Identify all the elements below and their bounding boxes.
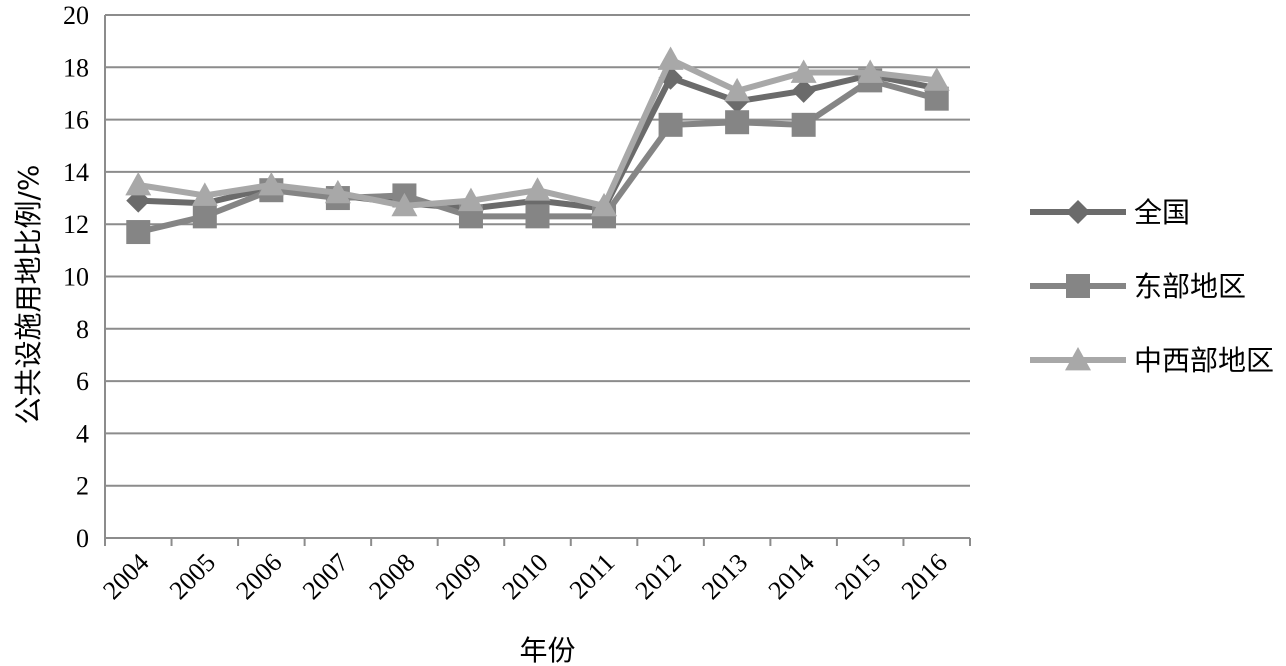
data-point: [591, 192, 618, 217]
x-tick-label: 2010: [496, 548, 553, 605]
x-tick-label: 2014: [763, 548, 820, 605]
x-tick-label: 2011: [564, 548, 621, 605]
data-point: [923, 67, 950, 91]
x-tick-label: 2007: [297, 548, 354, 605]
y-tick-label: 8: [76, 315, 89, 344]
data-point: [658, 112, 683, 137]
x-axis-title: 年份: [519, 634, 575, 666]
y-tick-label: 14: [63, 158, 89, 187]
data-point: [258, 171, 285, 196]
y-tick-label: 6: [76, 367, 89, 396]
x-tick-label: 2009: [430, 548, 487, 605]
data-point: [391, 192, 418, 217]
y-tick-label: 20: [63, 1, 89, 30]
legend-item-3: 中西部地区: [1030, 344, 1274, 377]
legend-label: 全国: [1134, 196, 1190, 229]
y-tick-label: 12: [63, 210, 89, 239]
series-3: [125, 46, 950, 217]
y-axis-title: 公共设施用地比例/%: [12, 164, 45, 424]
data-point: [791, 78, 816, 103]
data-point: [525, 204, 550, 229]
data-point: [457, 187, 484, 212]
x-tick-label: 2006: [230, 548, 287, 605]
series-2: [126, 68, 949, 245]
y-tick-label: 18: [63, 53, 89, 82]
x-tick-label: 2015: [829, 548, 886, 605]
data-point: [125, 171, 152, 196]
data-point: [524, 177, 551, 201]
x-tick-label: 2008: [363, 548, 420, 605]
data-point: [192, 204, 217, 229]
y-tick-label: 4: [76, 419, 89, 448]
data-point: [791, 112, 816, 137]
data-point: [724, 77, 751, 102]
data-point: [126, 220, 151, 245]
y-tick-label: 16: [63, 106, 89, 135]
legend-marker: [1066, 200, 1090, 224]
tick-labels: 0 2 4 6 8 10 12 14 16 18 20 2004 2005 2006 2007 2008 200…: [63, 1, 953, 605]
legend-marker: [1065, 347, 1091, 371]
y-tick-label: 10: [63, 263, 89, 292]
data-point: [725, 110, 750, 135]
legend-label: 东部地区: [1134, 270, 1246, 303]
legend-marker: [1066, 274, 1090, 298]
axes: [104, 15, 971, 546]
legend-item-1: 全国: [1030, 196, 1190, 229]
x-tick-label: 2016: [896, 548, 953, 605]
x-tick-label: 2004: [97, 548, 154, 605]
data-point: [191, 182, 218, 206]
legend-label: 中西部地区: [1134, 344, 1274, 377]
legend-item-2: 东部地区: [1030, 270, 1246, 303]
y-tick-label: 2: [76, 472, 89, 501]
data-point: [324, 179, 351, 204]
plot-series: [125, 46, 950, 245]
data-point: [790, 59, 817, 83]
data-point: [657, 46, 684, 70]
x-tick-label: 2012: [630, 548, 687, 605]
data-point: [857, 59, 884, 83]
grid-lines: [105, 14, 970, 539]
x-tick-label: 2005: [164, 548, 221, 605]
x-tick-label: 2013: [696, 548, 753, 605]
y-tick-label: 0: [76, 524, 89, 553]
